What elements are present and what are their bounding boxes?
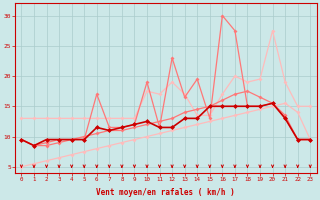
- X-axis label: Vent moyen/en rafales ( km/h ): Vent moyen/en rafales ( km/h ): [96, 188, 235, 197]
